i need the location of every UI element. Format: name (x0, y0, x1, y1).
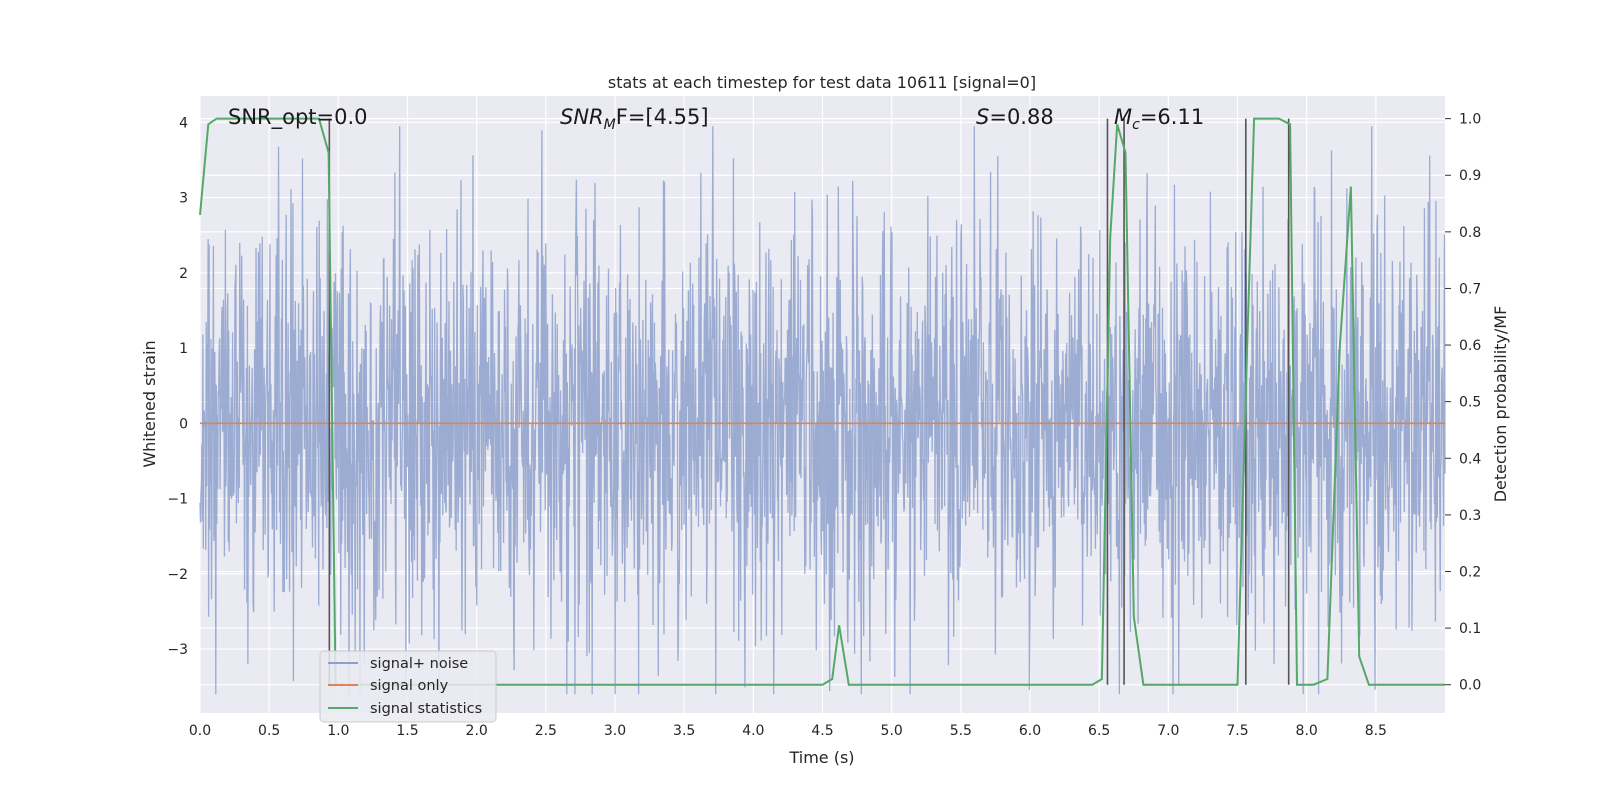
annotation-mc-symbol: M (1114, 105, 1132, 129)
right-y-tick-label: 0.1 (1459, 621, 1481, 637)
x-tick-label: 5.5 (950, 723, 972, 739)
right-y-axis-ticks: 1.0 0.9 0.8 0.7 0.6 0.5 0.4 0.3 0.2 0.1 0.0 (1445, 112, 1481, 694)
annotation-s: S=0.88 (976, 105, 1054, 129)
right-y-tick-label: 1.0 (1459, 112, 1481, 128)
legend-label-signal-only: signal only (370, 678, 449, 694)
left-y-tick-label: −2 (167, 567, 188, 583)
left-y-tick-label: 2 (179, 266, 188, 282)
series-signal-noise (199, 126, 1446, 695)
x-tick-label: 7.5 (1226, 723, 1248, 739)
x-tick-label: 2.0 (466, 723, 488, 739)
right-y-tick-label: 0.2 (1459, 564, 1481, 580)
annotation-snr-mf-value: F=[4.55] (616, 105, 709, 129)
legend-label-signal-statistics: signal statistics (370, 701, 482, 717)
left-y-tick-label: −1 (167, 492, 188, 508)
x-tick-label: 6.0 (1019, 723, 1041, 739)
x-tick-label: 0.5 (258, 723, 280, 739)
chart-title: stats at each timestep for test data 106… (608, 73, 1036, 92)
x-tick-label: 4.0 (742, 723, 764, 739)
annotation-mc-value: =6.11 (1140, 105, 1204, 129)
right-y-tick-label: 0.6 (1459, 338, 1481, 354)
x-tick-label: 2.5 (535, 723, 557, 739)
x-tick-label: 1.5 (396, 723, 418, 739)
x-tick-label: 3.0 (604, 723, 626, 739)
series-signal-statistics (199, 117, 1445, 686)
right-y-tick-label: 0.4 (1459, 451, 1481, 467)
x-tick-label: 0.0 (189, 723, 211, 739)
x-tick-label: 4.5 (811, 723, 833, 739)
right-y-tick-label: 0.0 (1459, 678, 1481, 694)
left-y-tick-label: 1 (179, 341, 188, 357)
annotation-s-value: =0.88 (989, 105, 1053, 129)
legend-label-signal-noise: signal+ noise (370, 656, 468, 672)
legend: signal+ noise signal only signal statist… (319, 650, 497, 723)
right-y-tick-label: 0.3 (1459, 508, 1481, 524)
right-y-tick-label: 0.8 (1459, 225, 1481, 241)
x-tick-label: 8.5 (1365, 723, 1387, 739)
right-y-axis-label: Detection probability/MF (1491, 306, 1510, 503)
left-y-tick-label: −3 (167, 642, 188, 658)
x-tick-label: 7.0 (1157, 723, 1179, 739)
left-y-tick-label: 3 (179, 191, 188, 207)
signal-noise-line (199, 126, 1446, 695)
signal-statistics-line (199, 117, 1445, 686)
x-tick-label: 6.5 (1088, 723, 1110, 739)
left-y-axis-ticks: 4 3 2 1 0 −1 −2 −3 (167, 115, 188, 658)
x-axis-ticks: 0.0 0.5 1.0 1.5 2.0 2.5 3.0 3.5 4.0 4.5 5.0 5.5 6.0 6… (189, 723, 1387, 739)
annotation-snr-opt: SNR_opt=0.0 (228, 105, 368, 130)
left-y-tick-label: 0 (179, 416, 188, 432)
x-tick-label: 1.0 (327, 723, 349, 739)
left-y-tick-label: 4 (179, 115, 188, 131)
x-tick-label: 3.5 (673, 723, 695, 739)
annotation-mc: Mc=6.11 (1114, 105, 1204, 133)
x-tick-label: 5.0 (881, 723, 903, 739)
annotation-snr-mf-prefix: SNR (560, 105, 604, 129)
x-axis-label: Time (s) (788, 748, 854, 767)
annotation-snr-mf-subscript: M (604, 117, 616, 133)
legend-box (319, 650, 497, 723)
right-y-tick-label: 0.5 (1459, 395, 1481, 411)
left-y-axis-label: Whitened strain (140, 340, 159, 467)
x-tick-label: 8.0 (1296, 723, 1318, 739)
annotation-mc-subscript: c (1132, 117, 1140, 133)
annotation-s-symbol: S (976, 105, 989, 129)
right-y-tick-label: 0.7 (1459, 281, 1481, 297)
right-y-tick-label: 0.9 (1459, 168, 1481, 184)
annotation-snr-mf: SNRMF=[4.55] (560, 105, 709, 133)
